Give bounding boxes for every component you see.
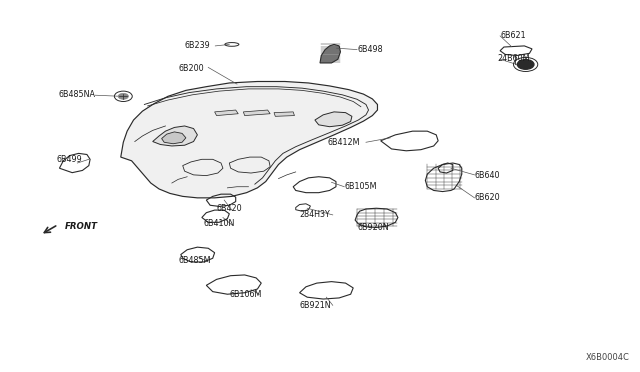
Text: FRONT: FRONT bbox=[65, 222, 97, 231]
Text: 284H3Y: 284H3Y bbox=[300, 211, 330, 219]
Circle shape bbox=[118, 93, 129, 99]
Text: 6B920N: 6B920N bbox=[357, 223, 388, 232]
Text: 6B620: 6B620 bbox=[474, 193, 500, 202]
Text: 6B499: 6B499 bbox=[57, 155, 83, 164]
Polygon shape bbox=[320, 44, 340, 63]
Polygon shape bbox=[315, 112, 352, 127]
Text: 6B420: 6B420 bbox=[216, 205, 242, 214]
Text: 6B412M: 6B412M bbox=[328, 138, 360, 147]
Text: 6B105M: 6B105M bbox=[344, 182, 377, 191]
Polygon shape bbox=[153, 126, 197, 146]
Text: 6B498: 6B498 bbox=[357, 45, 383, 54]
Polygon shape bbox=[162, 132, 186, 144]
Text: 6B200: 6B200 bbox=[178, 64, 204, 73]
Text: 6B485NA: 6B485NA bbox=[58, 90, 95, 99]
Circle shape bbox=[517, 60, 534, 69]
Text: 6B410N: 6B410N bbox=[204, 219, 235, 228]
Text: 6B921N: 6B921N bbox=[300, 301, 331, 310]
Text: 6B621: 6B621 bbox=[500, 31, 525, 41]
Text: 24B60M: 24B60M bbox=[497, 54, 530, 62]
Polygon shape bbox=[274, 112, 294, 116]
Text: 6B106M: 6B106M bbox=[229, 290, 262, 299]
Polygon shape bbox=[121, 81, 378, 198]
Text: 6B239: 6B239 bbox=[184, 41, 210, 51]
Text: X6B0004C: X6B0004C bbox=[586, 353, 630, 362]
Text: 6B485M: 6B485M bbox=[178, 256, 211, 265]
Polygon shape bbox=[214, 110, 238, 116]
Polygon shape bbox=[243, 110, 270, 116]
Text: 6B640: 6B640 bbox=[474, 171, 500, 180]
